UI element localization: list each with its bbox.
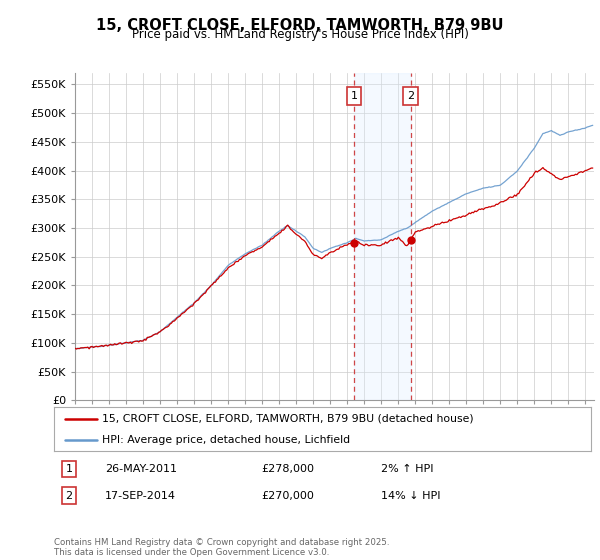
Text: 2: 2	[65, 491, 73, 501]
Text: 2: 2	[407, 91, 414, 101]
Text: Contains HM Land Registry data © Crown copyright and database right 2025.
This d: Contains HM Land Registry data © Crown c…	[54, 538, 389, 557]
Text: 26-MAY-2011: 26-MAY-2011	[105, 464, 177, 474]
Bar	[354, 73, 410, 400]
Text: 15, CROFT CLOSE, ELFORD, TAMWORTH, B79 9BU: 15, CROFT CLOSE, ELFORD, TAMWORTH, B79 9…	[96, 18, 504, 33]
Text: 1: 1	[65, 464, 73, 474]
Text: £278,000: £278,000	[261, 464, 314, 474]
Text: Price paid vs. HM Land Registry's House Price Index (HPI): Price paid vs. HM Land Registry's House …	[131, 28, 469, 41]
Text: 17-SEP-2014: 17-SEP-2014	[105, 491, 176, 501]
Text: HPI: Average price, detached house, Lichfield: HPI: Average price, detached house, Lich…	[103, 435, 350, 445]
Text: 15, CROFT CLOSE, ELFORD, TAMWORTH, B79 9BU (detached house): 15, CROFT CLOSE, ELFORD, TAMWORTH, B79 9…	[103, 414, 474, 424]
Text: 14% ↓ HPI: 14% ↓ HPI	[381, 491, 440, 501]
Text: 2% ↑ HPI: 2% ↑ HPI	[381, 464, 433, 474]
Text: £270,000: £270,000	[261, 491, 314, 501]
Text: 1: 1	[350, 91, 358, 101]
